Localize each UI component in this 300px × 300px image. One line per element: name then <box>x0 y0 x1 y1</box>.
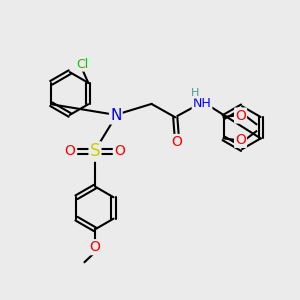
Text: O: O <box>235 133 246 147</box>
Text: H: H <box>191 88 200 98</box>
Text: O: O <box>115 145 125 158</box>
Text: NH: NH <box>193 98 211 110</box>
Text: O: O <box>64 145 76 158</box>
Text: S: S <box>90 142 100 160</box>
Text: N: N <box>110 108 122 123</box>
Text: O: O <box>90 240 101 254</box>
Text: O: O <box>171 135 182 149</box>
Text: Cl: Cl <box>76 58 88 70</box>
Text: O: O <box>235 109 246 122</box>
